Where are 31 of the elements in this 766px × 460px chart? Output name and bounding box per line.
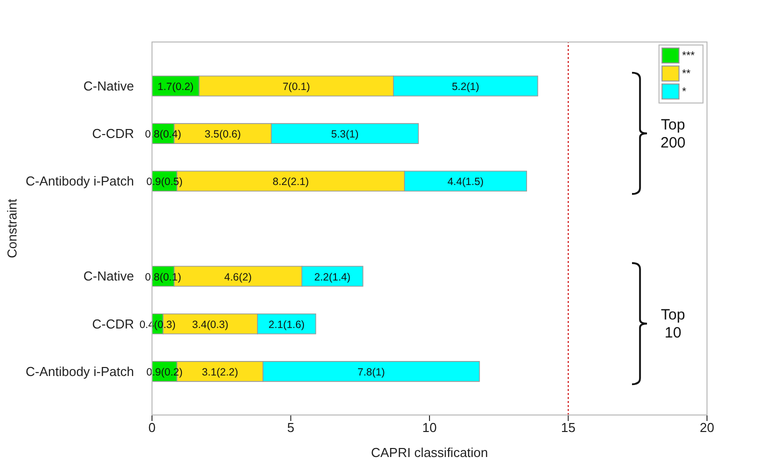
data-label: 3.4(0.3) — [192, 318, 228, 331]
x-tick-label: 10 — [422, 420, 437, 436]
legend-label: * — [682, 86, 687, 98]
data-label: 1.7(0.2) — [157, 81, 194, 93]
data-label: 3.1(2.2) — [202, 366, 238, 378]
y-axis-title: Constraint — [4, 198, 20, 258]
data-label: 7.8(1) — [358, 366, 385, 378]
data-label: 4.4(1.5) — [447, 176, 484, 188]
data-label: 5.2(1) — [452, 81, 480, 93]
data-label: 5.3(1) — [331, 128, 359, 141]
data-label: 3.5(0.6) — [204, 128, 241, 141]
y-tick-label: C-Antibody i-Patch — [26, 174, 134, 189]
x-tick-label: 15 — [561, 420, 576, 436]
data-label: 8.2(2.1) — [272, 176, 309, 188]
annotation: Top 200 — [660, 116, 686, 152]
data-label: 2.2(1.4) — [314, 271, 350, 284]
y-tick-label: C-Native — [83, 78, 134, 94]
y-tick-label: C-CDR — [92, 316, 134, 332]
data-label: 7(0.1) — [282, 81, 310, 93]
x-tick-label: 5 — [287, 420, 294, 436]
data-label: 2.1(1.6) — [268, 318, 305, 331]
annotation: Top 10 — [660, 306, 686, 342]
data-label: 4.6(2) — [224, 271, 252, 284]
legend-label: ** — [682, 68, 692, 80]
y-tick-label: C-Antibody i-Patch — [26, 364, 134, 379]
legend-label: *** — [682, 50, 696, 62]
x-axis-title: CAPRI classification — [370, 445, 488, 460]
x-tick-label: 0 — [148, 420, 156, 436]
x-tick-label: 20 — [700, 420, 714, 436]
y-tick-label: C-CDR — [92, 126, 134, 141]
y-tick-label: C-Native — [83, 268, 134, 284]
